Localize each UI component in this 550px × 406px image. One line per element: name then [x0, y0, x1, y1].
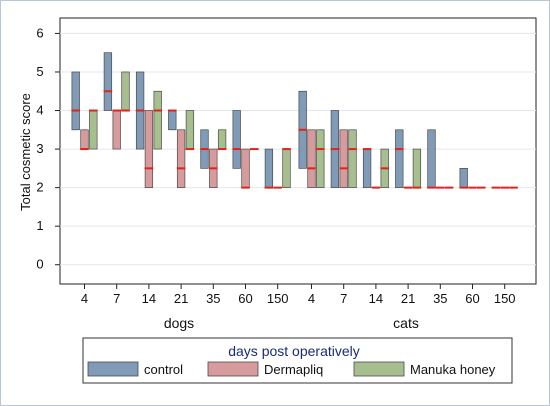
- x-tick-label-dogs-60: 60: [238, 291, 252, 306]
- boxes-layer: [71, 52, 518, 189]
- plot-area: [59, 17, 537, 285]
- legend-label-control: control: [144, 362, 183, 377]
- box-control-cats-14: [362, 148, 372, 188]
- box-manuka-honey-dogs-7: [121, 71, 130, 111]
- y-tick-label-2: 2: [36, 180, 43, 195]
- legend: days post operatively control Dermapliq Ma…: [82, 337, 513, 384]
- box-dermapliq-dogs-14: [144, 110, 154, 188]
- box-dermapliq-dogs-60: [241, 148, 250, 188]
- legend-swatch-manuka-honey: [353, 361, 405, 377]
- x-tick-label-cats-14: 14: [369, 291, 383, 306]
- box-control-dogs-150: [264, 148, 274, 188]
- legend-items: control Dermapliq Manuka honey: [87, 361, 496, 377]
- x-tick-label-cats-21: 21: [401, 291, 415, 306]
- box-control-cats-21: [395, 129, 404, 188]
- y-tick-label-1: 1: [36, 218, 43, 233]
- box-manuka-honey-dogs-150: [282, 148, 291, 188]
- x-axis-ticks: 4 7 14 21 35 60 150 4 7 14 21 35 60 150: [81, 284, 516, 306]
- x-tick-label-cats-35: 35: [433, 291, 447, 306]
- x-tick-label-cats-7: 7: [340, 291, 347, 306]
- x-tick-label-cats-60: 60: [465, 291, 479, 306]
- box-dermapliq-cats-4: [307, 129, 316, 188]
- box-control-dogs-60: [232, 110, 241, 169]
- box-dermapliq-dogs-4: [80, 129, 89, 150]
- group-label-cats: cats: [393, 315, 419, 331]
- box-dermapliq-dogs-21: [176, 129, 186, 188]
- box-control-dogs-21: [168, 110, 177, 131]
- y-tick-label-3: 3: [36, 141, 43, 156]
- box-control-dogs-7: [103, 52, 113, 111]
- legend-swatch-control: [87, 361, 139, 377]
- legend-title: days post operatively: [228, 343, 360, 359]
- x-tick-label-dogs-150: 150: [267, 291, 289, 306]
- legend-box: [82, 337, 513, 384]
- y-tick-label-5: 5: [36, 64, 43, 79]
- group-label-dogs: dogs: [164, 315, 194, 331]
- x-tick-label-dogs-4: 4: [81, 291, 88, 306]
- x-tick-label-dogs-7: 7: [113, 291, 120, 306]
- legend-swatch-dermapliq: [207, 361, 259, 377]
- box-control-cats-60: [459, 167, 468, 188]
- legend-label-manuka-honey: Manuka honey: [410, 362, 496, 377]
- x-tick-label-cats-4: 4: [308, 291, 315, 306]
- box-manuka-honey-dogs-14: [153, 90, 162, 150]
- y-tick-label-4: 4: [36, 103, 43, 118]
- x-tick-label-cats-150: 150: [494, 291, 516, 306]
- box-manuka-honey-cats-4: [316, 129, 325, 188]
- legend-label-dermapliq: Dermapliq: [264, 362, 323, 377]
- box-control-dogs-4: [71, 71, 80, 131]
- box-manuka-honey-cats-7: [348, 129, 357, 188]
- box-manuka-honey-cats-21: [412, 148, 422, 188]
- x-tick-label-dogs-14: 14: [142, 291, 156, 306]
- box-manuka-honey-dogs-21: [185, 110, 195, 150]
- y-axis-ticks: 0 1 2 3 4 5 6: [36, 25, 60, 272]
- x-tick-label-dogs-35: 35: [206, 291, 220, 306]
- box-manuka-honey-dogs-35: [217, 129, 227, 150]
- x-tick-label-dogs-21: 21: [174, 291, 188, 306]
- box-dermapliq-dogs-7: [112, 110, 121, 150]
- box-dermapliq-cats-7: [339, 129, 348, 188]
- box-control-cats-35: [427, 129, 436, 188]
- y-axis-title: Total cosmetic score: [18, 93, 33, 211]
- box-manuka-honey-dogs-4: [89, 110, 98, 150]
- y-tick-label-6: 6: [36, 25, 43, 40]
- y-tick-label-0: 0: [36, 257, 43, 272]
